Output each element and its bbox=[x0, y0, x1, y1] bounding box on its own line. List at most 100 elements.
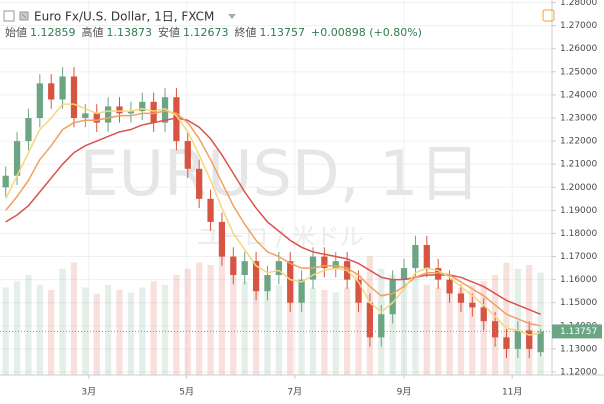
candle-body bbox=[366, 302, 374, 338]
x-tick-label: 5月 bbox=[179, 387, 194, 398]
volume-bar bbox=[446, 290, 453, 375]
candle-body bbox=[264, 275, 271, 292]
y-tick-label: 1.27000 bbox=[560, 21, 597, 31]
candle-body bbox=[503, 337, 510, 349]
candle-body bbox=[150, 101, 157, 123]
volume-bar bbox=[252, 277, 260, 375]
candle-body bbox=[457, 293, 465, 303]
axes: 1.28000 1.27000 1.26000 1.25000 1.24000 1.230… bbox=[81, 0, 602, 398]
x-tick-label: 11月 bbox=[502, 387, 522, 398]
x-tick-label: 9月 bbox=[397, 387, 412, 398]
candle-body bbox=[104, 106, 112, 123]
candle-body bbox=[207, 198, 214, 222]
candle-body bbox=[93, 113, 100, 123]
collapse-icon[interactable] bbox=[3, 10, 15, 22]
legend-value: 1.12673 bbox=[183, 26, 229, 39]
volume-bar bbox=[298, 281, 305, 375]
candle-body bbox=[196, 168, 203, 199]
volume-bar bbox=[355, 275, 362, 375]
chart-title: Euro Fx/U.S. Dollar, 1日, FXCM bbox=[34, 10, 214, 24]
candle-body bbox=[400, 268, 408, 280]
volume-bar bbox=[469, 285, 476, 375]
candle-body bbox=[2, 175, 9, 188]
legend-label: 安値 bbox=[158, 25, 180, 39]
volume-bar bbox=[344, 287, 351, 375]
candle-body bbox=[526, 330, 533, 349]
candle-body bbox=[241, 261, 248, 276]
watermark: EURUSD, 1日 bbox=[80, 137, 481, 210]
y-tick-label: 1.26000 bbox=[560, 44, 597, 54]
legend-value: 1.12859 bbox=[30, 26, 76, 39]
volume-bar bbox=[389, 275, 396, 375]
candle-body bbox=[116, 106, 123, 114]
candle-body bbox=[537, 331, 544, 353]
candle-body bbox=[230, 256, 237, 276]
volume-bar bbox=[93, 293, 100, 375]
volume-bar bbox=[127, 292, 135, 375]
volume-bar bbox=[173, 275, 180, 375]
ohlc-legend: 始値 1.12859 高値 1.13873 安値 1.12673 終値 1.13757 +0.0… bbox=[5, 25, 422, 39]
candle-body bbox=[70, 76, 78, 118]
candle-body bbox=[423, 244, 430, 269]
candle-body bbox=[321, 256, 328, 269]
candle-body bbox=[82, 113, 89, 118]
y-tick-label: 1.12000 bbox=[560, 367, 597, 377]
candle-body bbox=[59, 76, 66, 100]
candle-body bbox=[25, 117, 32, 142]
legend-label: 高値 bbox=[82, 25, 104, 39]
y-tick-label: 1.20000 bbox=[560, 183, 597, 193]
grid bbox=[0, 0, 552, 375]
alert-icon[interactable] bbox=[542, 9, 555, 22]
y-tick-label: 1.17000 bbox=[560, 252, 597, 262]
volume-bar bbox=[287, 268, 294, 375]
volume-bar bbox=[241, 281, 248, 375]
volume-bar bbox=[116, 290, 123, 375]
y-tick-label: 1.15000 bbox=[560, 298, 597, 308]
y-tick-label: 1.21000 bbox=[560, 160, 597, 170]
volume-bar bbox=[230, 275, 237, 375]
candle-body bbox=[435, 268, 442, 280]
y-tick-label: 1.23000 bbox=[560, 113, 597, 123]
y-tick-label: 1.13000 bbox=[560, 344, 597, 354]
candle-body bbox=[287, 261, 294, 303]
candle-body bbox=[173, 97, 180, 142]
volume-bar bbox=[423, 285, 430, 375]
volume-bar bbox=[48, 290, 55, 375]
candle-body bbox=[378, 314, 385, 338]
last-price-label: 1.13757 bbox=[560, 327, 597, 337]
candle-body bbox=[184, 141, 191, 169]
candle-body bbox=[127, 111, 135, 114]
volume-bar bbox=[332, 292, 339, 375]
candle-body bbox=[469, 302, 476, 308]
y-tick-label: 1.28000 bbox=[560, 0, 597, 8]
volume-bar bbox=[526, 265, 533, 375]
volume-bar bbox=[457, 287, 465, 375]
candle-body bbox=[275, 261, 282, 276]
candle-body bbox=[514, 330, 521, 349]
y-tick-label: 1.25000 bbox=[560, 67, 597, 77]
y-tick-label: 1.18000 bbox=[560, 229, 597, 239]
moving-average bbox=[5, 110, 541, 327]
y-tick-label: 1.19000 bbox=[560, 206, 597, 216]
legend-value: 1.13757 bbox=[260, 26, 306, 39]
volume-bar bbox=[25, 275, 32, 375]
moving-average bbox=[5, 103, 541, 336]
volume-bar bbox=[184, 268, 191, 375]
volume-bar bbox=[400, 281, 408, 375]
volume-bar bbox=[2, 287, 9, 375]
volume-bar bbox=[82, 287, 89, 375]
candle-body bbox=[139, 101, 146, 112]
dropdown[interactable] bbox=[228, 14, 236, 19]
x-tick-label: 3月 bbox=[81, 387, 96, 398]
volume-bar bbox=[36, 285, 43, 375]
volume-bar bbox=[218, 256, 226, 375]
volume-bar bbox=[13, 281, 21, 375]
volume-bar bbox=[196, 262, 203, 375]
candle-body bbox=[332, 261, 339, 269]
legend-change: +0.00898 (+0.80%) bbox=[311, 26, 422, 39]
legend-label: 始値 bbox=[5, 25, 27, 39]
plot bbox=[0, 67, 552, 359]
